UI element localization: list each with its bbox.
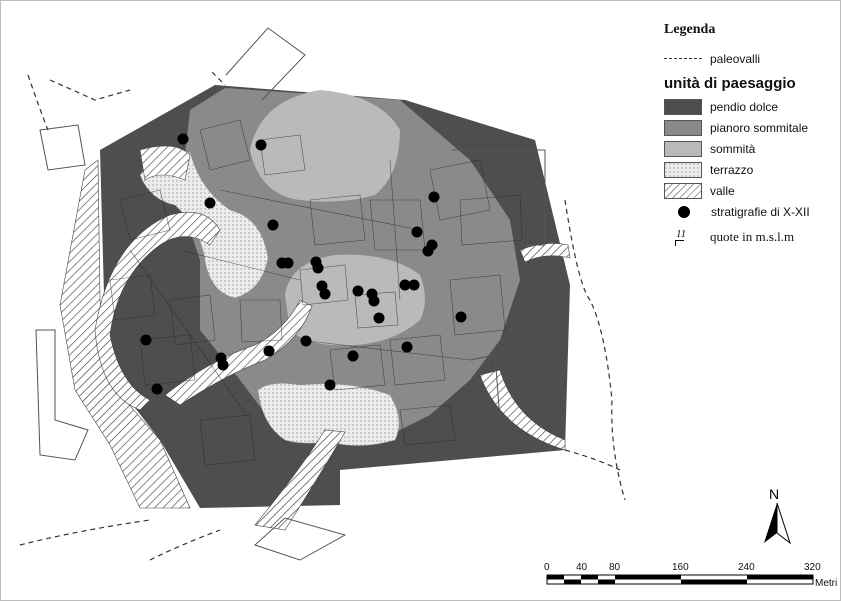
legend-label: pianoro sommitale	[710, 120, 809, 135]
stratigrafia-point	[319, 288, 331, 300]
dashed-line-icon	[664, 58, 702, 59]
terrazzo-area-south	[257, 383, 400, 446]
legend-label: stratigrafie di X-XII	[711, 204, 810, 219]
valle-west-edge	[59, 159, 191, 509]
scale-tick-label: 160	[672, 562, 689, 573]
stratigrafia-point	[411, 226, 423, 238]
stratigrafia-point	[455, 311, 467, 323]
valle-channel-2	[139, 145, 191, 181]
outer-wall-outlines	[35, 27, 546, 561]
legend-subtitle: unità di paesaggio	[664, 75, 796, 92]
legend-label: pendio dolce	[710, 99, 779, 114]
stratigrafia-point	[399, 279, 411, 291]
legend-item-pianoro-sommitale: pianoro sommitale	[664, 117, 839, 138]
legend-item-paleovalli: paleovalli	[664, 48, 839, 69]
valle-channel-1	[94, 211, 221, 411]
building-outlines	[109, 119, 523, 466]
stratigrafia-point	[151, 383, 163, 395]
scale-tick-label: 240	[738, 562, 755, 573]
scale-tick-label: 0	[544, 562, 550, 573]
legend-label: valle	[710, 183, 735, 198]
stratigrafia-point	[428, 191, 440, 203]
stratigrafia-point	[267, 219, 279, 231]
stratigrafia-point	[217, 359, 229, 371]
stratigrafia-point	[204, 197, 216, 209]
stratigrafia-point	[312, 262, 324, 274]
black-dot-icon	[678, 205, 690, 218]
stratigrafia-point	[408, 279, 420, 291]
stratigrafia-point	[263, 345, 275, 357]
north-arrow-icon	[764, 502, 791, 545]
swatch-icon	[664, 98, 702, 115]
stratigrafia-point	[177, 133, 189, 145]
legend-title: Legenda	[664, 22, 716, 37]
valle-channel-4	[254, 429, 346, 531]
scale-bar	[546, 574, 814, 585]
stratigrafia-point	[401, 341, 413, 353]
swatch-icon	[664, 119, 702, 136]
stratigrafie-points	[140, 133, 467, 395]
legend: Legenda paleovalli unità di paesaggio pe…	[664, 22, 839, 247]
stratigrafia-point	[300, 335, 312, 347]
legend-item-sommita: sommità	[664, 138, 839, 159]
dotted-swatch-icon	[664, 161, 702, 178]
paleovalli-lines	[19, 71, 626, 561]
stratigrafia-point	[352, 285, 364, 297]
hatched-swatch-icon	[664, 182, 702, 199]
stratigrafia-point	[373, 312, 385, 324]
stratigrafia-point	[422, 245, 434, 257]
legend-label: paleovalli	[710, 51, 761, 66]
sommita-center-area	[285, 254, 425, 346]
scale-tick-label: 80	[609, 562, 621, 573]
legend-item-pendio-dolce: pendio dolce	[664, 96, 839, 117]
legend-item-terrazzo: terrazzo	[664, 159, 839, 180]
scale-tick-label: 40	[576, 562, 588, 573]
legend-item-valle: valle	[664, 180, 839, 201]
stratigrafia-point	[255, 139, 267, 151]
sommita-north-area	[250, 90, 400, 202]
stratigrafia-point	[368, 295, 380, 307]
legend-item-quote: 11 quote in m.s.l.m	[664, 226, 839, 247]
stratigrafia-point	[347, 350, 359, 362]
swatch-icon	[664, 140, 702, 157]
legend-label: sommità	[710, 141, 756, 156]
stratigrafia-point	[282, 257, 294, 269]
scale-unit-label: Metri	[815, 578, 838, 589]
stratigrafia-point	[324, 379, 336, 391]
north-label: N	[769, 486, 780, 502]
elevation-marker-icon: 11	[664, 228, 702, 246]
legend-label: quote in m.s.l.m	[710, 228, 795, 244]
legend-label: terrazzo	[710, 162, 754, 177]
stratigrafia-point	[140, 334, 152, 346]
legend-item-stratigrafie: stratigrafie di X-XII	[664, 201, 839, 222]
scale-tick-label: 320	[804, 562, 821, 573]
valle-channel-5	[479, 369, 566, 451]
